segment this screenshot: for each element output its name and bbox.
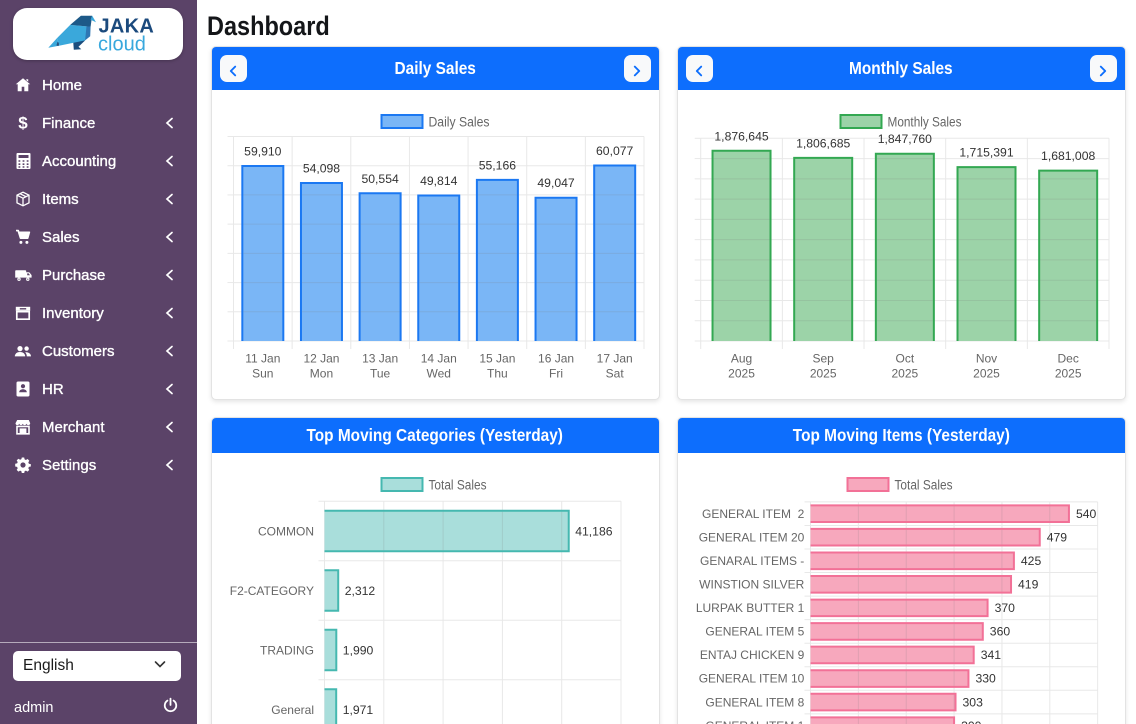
svg-text:540: 540 [1075, 506, 1096, 520]
svg-text:49,814: 49,814 [420, 174, 457, 188]
svg-text:1,681,008: 1,681,008 [1041, 149, 1095, 163]
svg-text:GENARAL ITEMS -: GENARAL ITEMS - [700, 553, 804, 567]
svg-text:59,910: 59,910 [244, 144, 281, 158]
svg-text:2025: 2025 [809, 367, 836, 381]
svg-text:1,715,391: 1,715,391 [959, 146, 1013, 160]
svg-text:Wed: Wed [426, 367, 450, 381]
svg-text:ENTAJ CHICKEN 9: ENTAJ CHICKEN 9 [699, 648, 804, 662]
svg-text:$: $ [18, 115, 28, 131]
svg-text:cloud: cloud [98, 34, 146, 56]
svg-text:14 Jan: 14 Jan [420, 352, 456, 366]
svg-text:F2-CATEGORY: F2-CATEGORY [229, 584, 313, 598]
svg-text:54,098: 54,098 [302, 161, 339, 175]
svg-text:330: 330 [975, 671, 996, 685]
svg-text:Sun: Sun [252, 367, 273, 381]
svg-text:1,847,760: 1,847,760 [877, 132, 931, 146]
svg-text:419: 419 [1018, 577, 1039, 591]
svg-text:GENERAL ITEM 20: GENERAL ITEM 20 [698, 530, 804, 544]
svg-text:11 Jan: 11 Jan [245, 352, 280, 366]
svg-text:55,166: 55,166 [478, 158, 515, 172]
svg-text:2025: 2025 [891, 367, 918, 381]
svg-text:303: 303 [962, 695, 983, 709]
svg-text:Oct: Oct [895, 352, 914, 366]
svg-text:COMMON: COMMON [258, 524, 314, 538]
svg-text:360: 360 [989, 624, 1010, 638]
svg-text:Thu: Thu [487, 367, 508, 381]
svg-text:Monthly Sales: Monthly Sales [887, 115, 961, 130]
svg-text:2025: 2025 [1054, 367, 1081, 381]
svg-text:341: 341 [980, 648, 1001, 662]
svg-text:Aug: Aug [730, 352, 751, 366]
svg-text:Total Sales: Total Sales [428, 477, 486, 492]
svg-text:1,990: 1,990 [342, 643, 373, 657]
svg-text:1,971: 1,971 [342, 703, 373, 717]
svg-text:Nov: Nov [975, 352, 996, 366]
svg-text:13 Jan: 13 Jan [362, 352, 398, 366]
svg-text:50,554: 50,554 [361, 172, 398, 186]
svg-text:2025: 2025 [728, 367, 755, 381]
svg-text:WINSTION SILVER: WINSTION SILVER [699, 577, 804, 591]
svg-text:2025: 2025 [973, 367, 1000, 381]
svg-text:Sep: Sep [812, 352, 834, 366]
svg-text:49,047: 49,047 [537, 176, 574, 190]
svg-text:300: 300 [961, 718, 982, 724]
svg-text:16 Jan: 16 Jan [538, 352, 574, 366]
svg-text:GENERAL ITEM 2: GENERAL ITEM 2 [702, 506, 805, 520]
svg-text:2,312: 2,312 [344, 584, 375, 598]
svg-text:370: 370 [994, 601, 1015, 615]
svg-text:JAKA: JAKA [99, 16, 155, 38]
svg-text:Fri: Fri [549, 367, 563, 381]
svg-text:GENERAL ITEM 1: GENERAL ITEM 1 [705, 718, 804, 724]
svg-text:GENERAL ITEM 8: GENERAL ITEM 8 [705, 695, 804, 709]
svg-text:GENERAL ITEM 10: GENERAL ITEM 10 [698, 671, 804, 685]
svg-text:Mon: Mon [309, 367, 332, 381]
svg-text:GENERAL ITEM 5: GENERAL ITEM 5 [705, 624, 804, 638]
svg-text:425: 425 [1020, 553, 1041, 567]
svg-text:17 Jan: 17 Jan [596, 352, 632, 366]
svg-text:General: General [271, 703, 314, 717]
svg-text:Total Sales: Total Sales [894, 477, 952, 492]
svg-text:479: 479 [1046, 530, 1067, 544]
svg-text:12 Jan: 12 Jan [303, 352, 339, 366]
svg-text:Tue: Tue [369, 367, 390, 381]
svg-text:1,876,645: 1,876,645 [714, 129, 768, 143]
svg-text:Dec: Dec [1057, 352, 1078, 366]
svg-text:41,186: 41,186 [575, 524, 612, 538]
svg-text:TRADING: TRADING [260, 643, 314, 657]
svg-text:Daily Sales: Daily Sales [428, 115, 489, 130]
svg-text:1,806,685: 1,806,685 [796, 136, 850, 150]
svg-text:LURPAK BUTTER 1: LURPAK BUTTER 1 [695, 601, 804, 615]
svg-text:60,077: 60,077 [596, 144, 633, 158]
svg-text:15 Jan: 15 Jan [479, 352, 515, 366]
svg-text:Sat: Sat [605, 367, 624, 381]
